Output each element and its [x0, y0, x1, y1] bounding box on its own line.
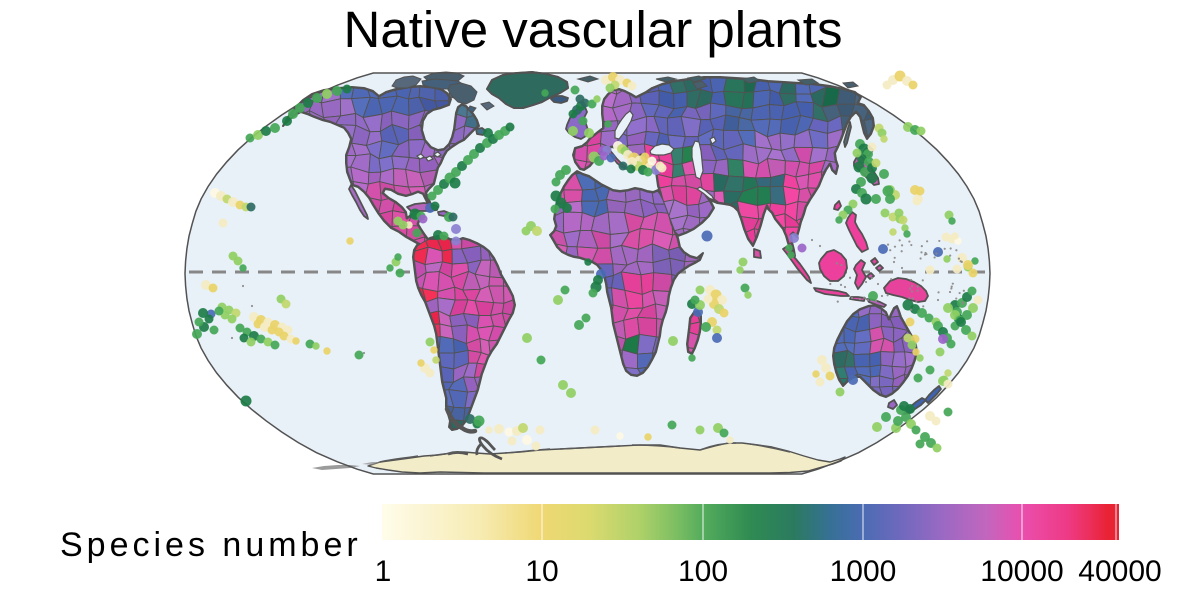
svg-text:1: 1 — [375, 555, 392, 588]
svg-text:Species number: Species number — [60, 526, 362, 564]
svg-text:100: 100 — [678, 555, 728, 588]
svg-text:Native vascular plants: Native vascular plants — [344, 1, 843, 58]
svg-text:1000: 1000 — [830, 555, 897, 588]
svg-text:10000: 10000 — [980, 555, 1063, 588]
svg-text:10: 10 — [525, 555, 558, 588]
svg-text:40000: 40000 — [1078, 555, 1161, 588]
